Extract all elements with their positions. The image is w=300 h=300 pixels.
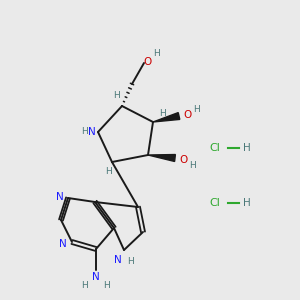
- Text: H: H: [127, 257, 134, 266]
- Text: Cl: Cl: [210, 198, 220, 208]
- Text: N: N: [56, 192, 64, 202]
- Polygon shape: [148, 154, 176, 161]
- Text: H: H: [159, 109, 165, 118]
- Text: N: N: [88, 127, 96, 137]
- Text: O: O: [183, 110, 191, 120]
- Polygon shape: [153, 112, 180, 122]
- Text: H: H: [243, 143, 251, 153]
- Text: H: H: [243, 198, 251, 208]
- Text: N: N: [59, 239, 67, 249]
- Text: O: O: [143, 57, 151, 67]
- Text: H: H: [81, 128, 88, 136]
- Text: H: H: [112, 92, 119, 100]
- Text: Cl: Cl: [210, 143, 220, 153]
- Text: N: N: [92, 272, 100, 282]
- Text: N: N: [114, 255, 122, 265]
- Text: H: H: [189, 161, 196, 170]
- Text: H: H: [105, 167, 111, 176]
- Text: H: H: [103, 281, 110, 290]
- Text: H: H: [193, 104, 200, 113]
- Text: O: O: [179, 155, 187, 165]
- Text: H: H: [154, 50, 160, 58]
- Text: H: H: [82, 281, 88, 290]
